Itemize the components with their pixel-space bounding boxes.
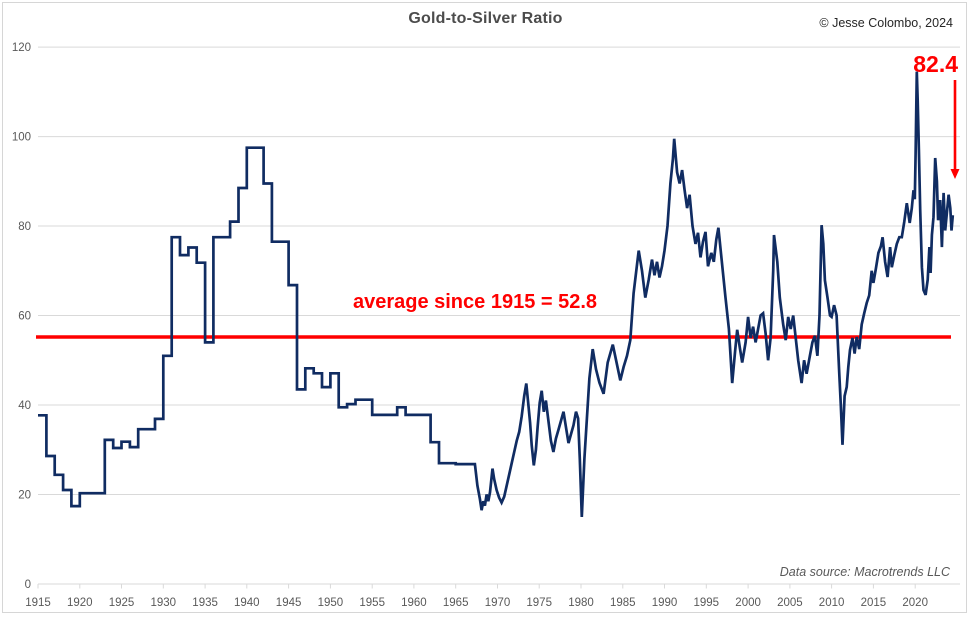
y-tick-label: 60 — [18, 311, 31, 323]
average-annotation: average since 1915 = 52.8 — [352, 291, 598, 313]
x-tick-label: 1980 — [568, 597, 594, 609]
x-tick-label: 1970 — [485, 597, 511, 609]
latest-value-label: 82.4 — [913, 51, 958, 77]
x-tick-label: 2015 — [861, 597, 887, 609]
x-tick-label: 1945 — [276, 597, 302, 609]
x-tick-label: 2005 — [777, 597, 803, 609]
y-tick-label: 20 — [18, 490, 31, 502]
x-tick-label: 2020 — [902, 597, 928, 609]
y-tick-label: 80 — [18, 221, 31, 233]
x-tick-label: 1975 — [526, 597, 552, 609]
x-tick-label: 1925 — [109, 597, 135, 609]
x-tick-label: 1950 — [318, 597, 344, 609]
x-axis-ticks — [37, 584, 916, 589]
x-tick-label: 1935 — [192, 597, 218, 609]
y-gridlines — [38, 46, 960, 585]
x-tick-label: 1930 — [151, 597, 177, 609]
x-axis-labels: 1915 1920 1925 1930 1935 1940 1945 1950 1955 1960… — [25, 597, 928, 609]
y-tick-label: 0 — [25, 579, 31, 591]
chart-title: Gold-to-Silver Ratio — [408, 10, 563, 27]
x-tick-label: 1955 — [359, 597, 385, 609]
data-source-label: Data source: Macrotrends LLC — [779, 565, 950, 579]
y-tick-label: 120 — [12, 42, 31, 54]
x-tick-label: 2010 — [819, 597, 845, 609]
y-tick-label: 40 — [18, 400, 31, 412]
x-tick-label: 2000 — [735, 597, 761, 609]
ratio-line — [38, 71, 955, 517]
y-axis-labels: 0 20 40 60 80 100 120 — [12, 42, 31, 591]
x-tick-label: 1985 — [610, 597, 636, 609]
copyright-label: © Jesse Colombo, 2024 — [819, 16, 953, 30]
arrow-down-icon — [950, 80, 960, 179]
x-tick-label: 1920 — [67, 597, 93, 609]
x-tick-label: 1990 — [652, 597, 678, 609]
x-tick-label: 1915 — [25, 597, 51, 609]
x-tick-label: 1995 — [694, 597, 720, 609]
x-tick-label: 1965 — [443, 597, 469, 609]
x-tick-label: 1940 — [234, 597, 260, 609]
y-tick-label: 100 — [12, 132, 31, 144]
x-tick-label: 1960 — [401, 597, 427, 609]
